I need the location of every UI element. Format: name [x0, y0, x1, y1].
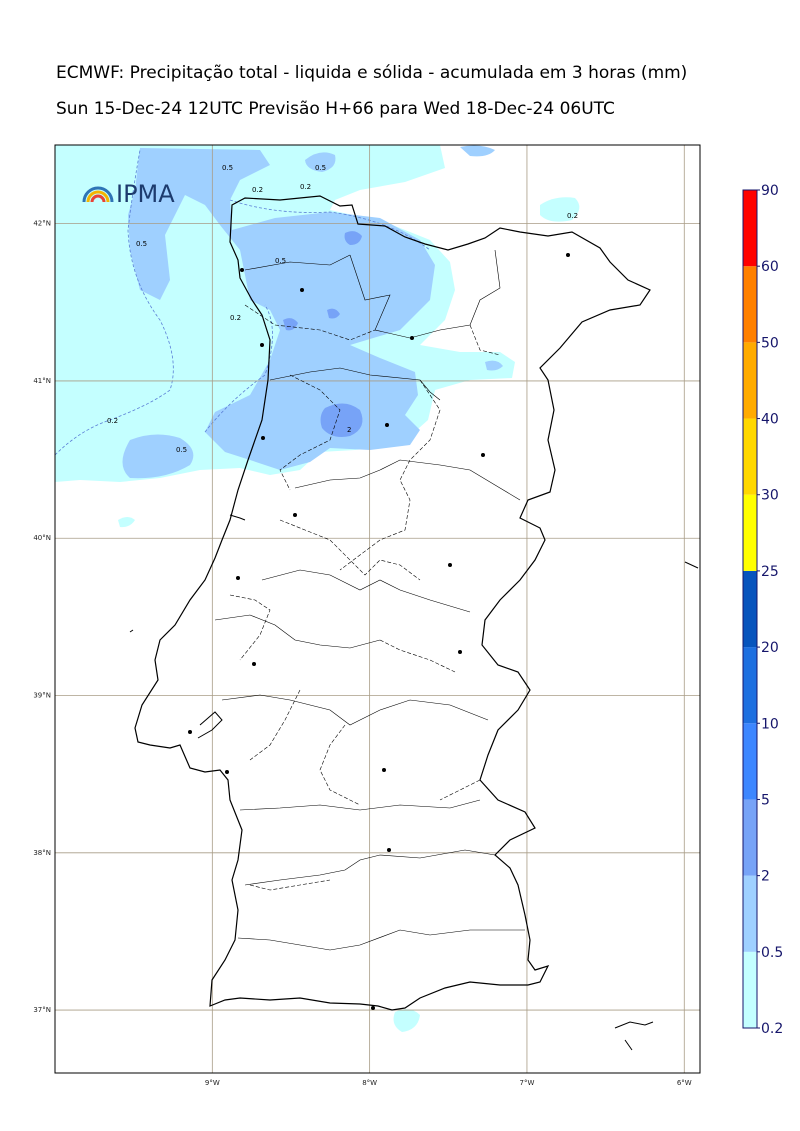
colorbar-label: 25: [761, 564, 779, 580]
contour-label: 0.5: [222, 164, 233, 172]
graticule: [55, 145, 700, 1073]
colorbar-label: 5: [761, 792, 770, 808]
colorbar-segment: [743, 723, 757, 800]
colorbar-label: 20: [761, 640, 779, 656]
city-marker: [458, 650, 462, 654]
colorbar-frame: [742, 189, 758, 1029]
latitude-tick-label: 40°N: [33, 534, 51, 542]
city-marker: [385, 423, 389, 427]
contour-labels: 0.5 0.2 0.5 0.2 0.5 0.2 0.5 0.2 0.5 2 0.…: [107, 164, 578, 454]
colorbar-segment: [743, 190, 757, 267]
contour-label: 0.2: [567, 212, 578, 220]
map-frame: [54, 144, 701, 1074]
city-marker: [260, 343, 264, 347]
colorbar-segment: [743, 570, 757, 648]
contour-label: 0.5: [176, 446, 187, 454]
colorbar-label: 10: [761, 716, 779, 732]
latitude-tick-label: 42°N: [33, 220, 51, 228]
contour-label: 0.2: [107, 417, 118, 425]
city-markers: [188, 253, 570, 1010]
colorbar-label: 40: [761, 412, 779, 428]
city-marker: [387, 848, 391, 852]
city-marker: [188, 730, 192, 734]
longitude-tick-label: 9°W: [205, 1079, 220, 1087]
latitude-tick-label: 41°N: [33, 377, 51, 385]
contour-label: 0.5: [315, 164, 326, 172]
city-marker: [382, 768, 386, 772]
city-marker: [252, 662, 256, 666]
colorbar-segment: [743, 494, 757, 571]
colorbar-label: 50: [761, 335, 779, 351]
colorbar-segment: [743, 799, 757, 876]
longitude-tick-label: 7°W: [520, 1079, 535, 1087]
chart-title: ECMWF: Precipitação total - liquida e só…: [56, 63, 688, 83]
city-marker: [371, 1006, 375, 1010]
portugal-coastline: [134, 195, 651, 1011]
ipma-logo-text: IPMA: [116, 180, 175, 208]
city-marker: [236, 576, 240, 580]
forecast-subtitle: Sun 15-Dec-24 12UTC Previsão H+66 para W…: [56, 99, 615, 119]
contour-label: 2: [347, 426, 351, 434]
colorbar-label: 0.2: [761, 1021, 783, 1037]
axis-tick-labels: 9°W 8°W 7°W 6°W 42°N 41°N 40°N 39°N 38°N 37°N: [33, 220, 691, 1087]
city-marker: [566, 253, 570, 257]
district-borders: [214, 249, 525, 951]
latitude-tick-label: 39°N: [33, 692, 51, 700]
contour-label: 0.2: [300, 183, 311, 191]
colorbar-segment: [743, 418, 757, 495]
contour-label: 0.5: [275, 257, 286, 265]
colorbar-segment: [743, 342, 757, 419]
precip-area-0.5: [128, 148, 435, 470]
contour-label: 0.2: [252, 186, 263, 194]
contour-label: 0.2: [230, 314, 241, 322]
city-marker: [481, 453, 485, 457]
colorbar-label: 60: [761, 259, 779, 275]
city-marker: [261, 436, 265, 440]
precipitation-shading: [55, 145, 580, 1032]
longitude-tick-label: 6°W: [677, 1079, 692, 1087]
precip-area-2: [320, 403, 363, 437]
city-marker: [410, 336, 414, 340]
colorbar-segment: [743, 647, 757, 724]
city-marker: [240, 268, 244, 272]
contour-label: 0.5: [136, 240, 147, 248]
district-borders-dashed: [229, 304, 501, 891]
colorbar-label: 30: [761, 488, 779, 504]
latitude-tick-label: 37°N: [33, 1006, 51, 1014]
city-marker: [293, 513, 297, 517]
city-marker: [225, 770, 229, 774]
colorbar-segment: [743, 266, 757, 343]
colorbar-segment: [743, 875, 757, 952]
colorbar-label: 0.5: [761, 945, 783, 961]
colorbar-label: 90: [761, 183, 779, 199]
city-marker: [448, 563, 452, 567]
latitude-tick-label: 38°N: [33, 849, 51, 857]
longitude-tick-label: 8°W: [362, 1079, 377, 1087]
colorbar-segment: [743, 951, 757, 1028]
ipma-logo: IPMA: [82, 180, 175, 208]
colorbar-label: 2: [761, 869, 770, 885]
city-marker: [300, 288, 304, 292]
